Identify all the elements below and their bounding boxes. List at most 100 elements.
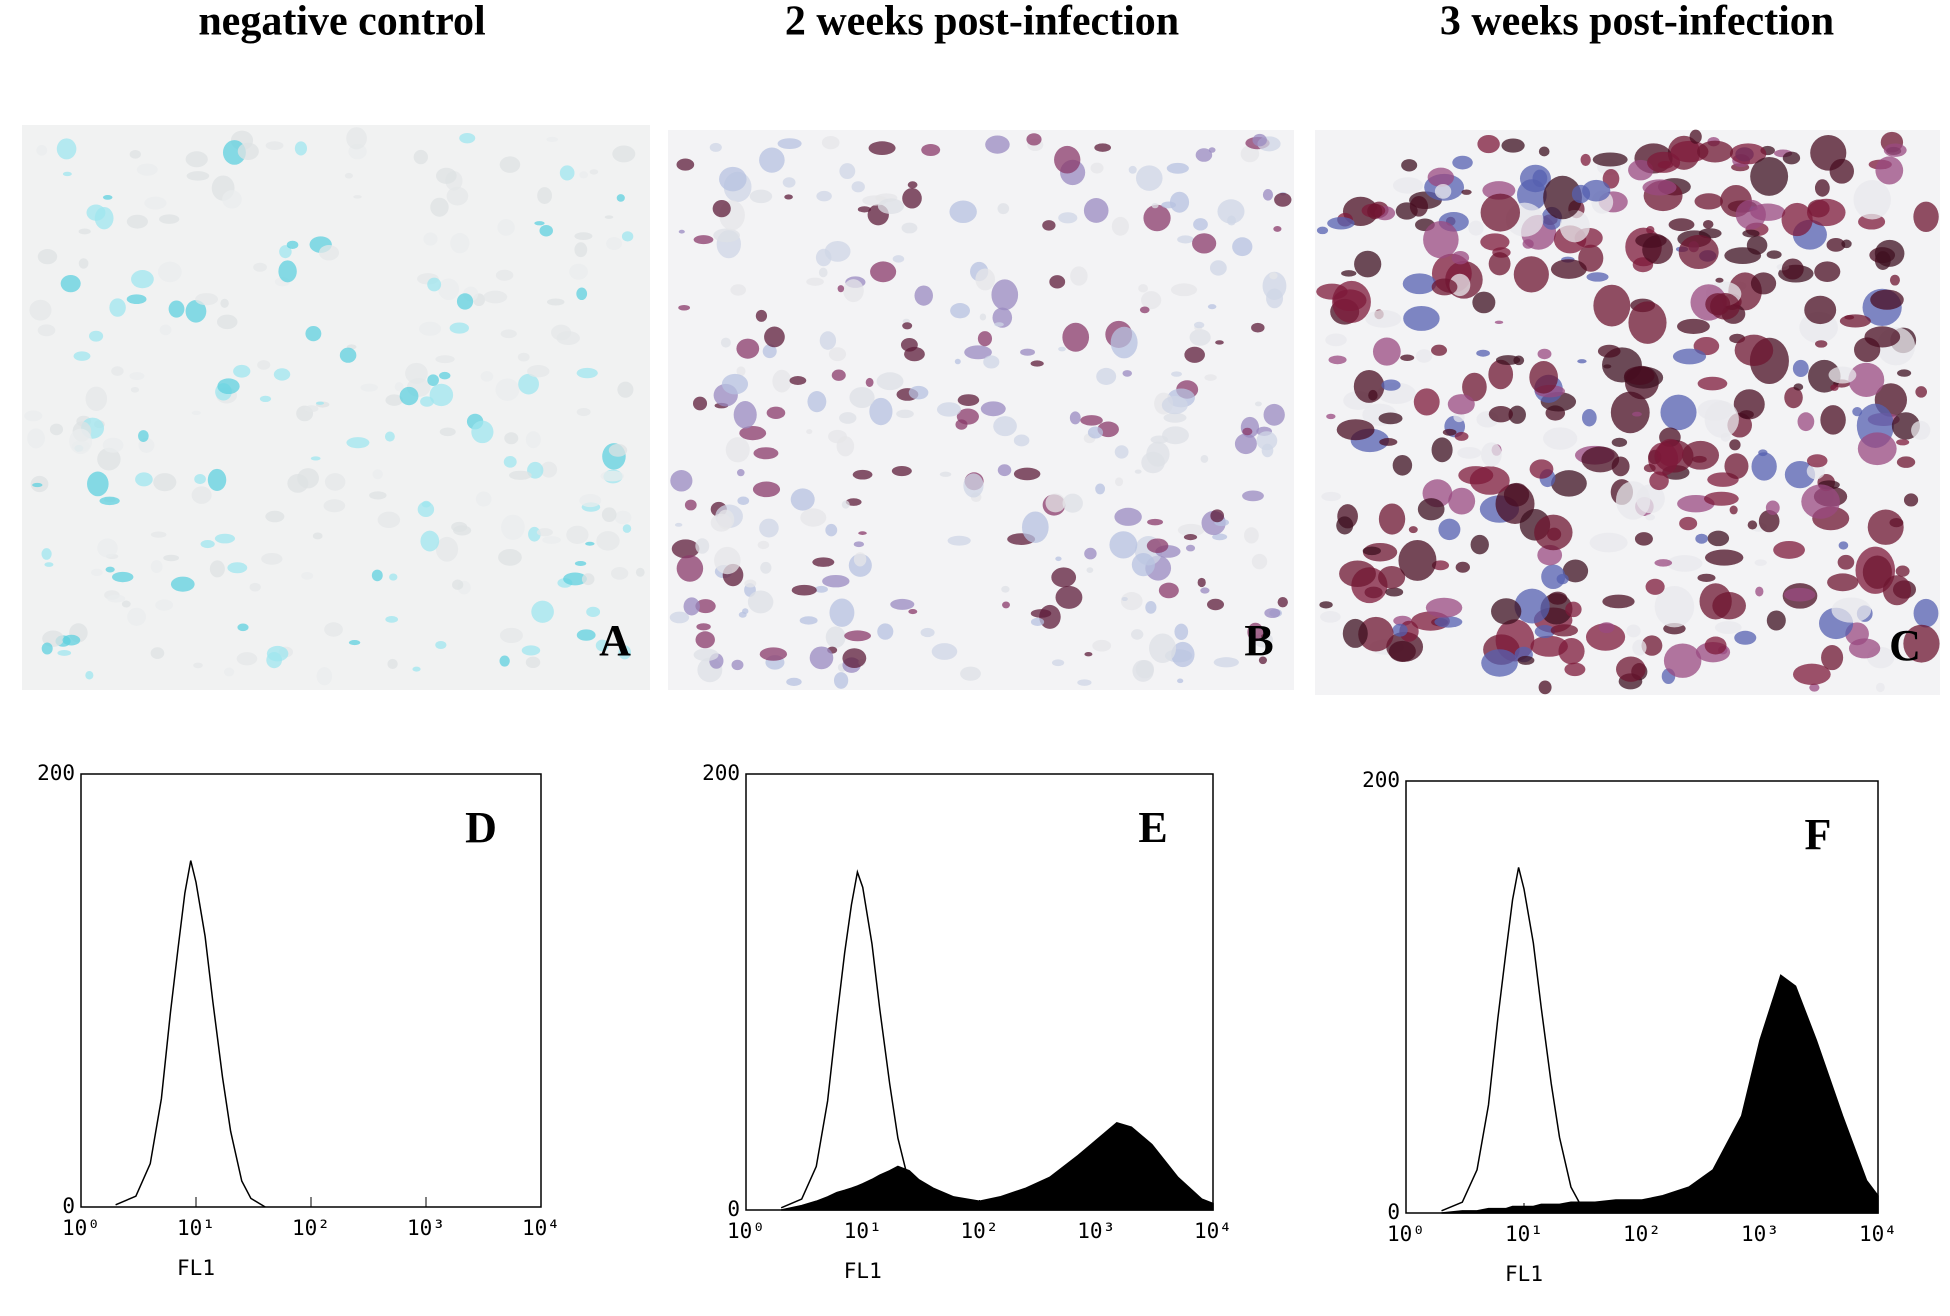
cell [1454,431,1469,441]
cell [1055,556,1062,562]
cell [207,468,227,491]
cell [892,255,905,263]
cell [56,138,77,160]
cell [1903,493,1919,507]
cell [800,508,827,527]
cell [1171,641,1195,668]
cell [257,360,271,370]
cell [1903,624,1940,663]
cell [87,471,109,497]
cell [1733,389,1765,420]
cell [853,552,867,567]
cell [1451,251,1470,265]
cell [939,471,952,477]
cell [372,469,383,480]
histogram-area [780,1121,1214,1211]
cell [902,187,922,209]
cell [1158,582,1179,599]
cell [109,298,126,317]
cell [546,136,559,142]
cell [1462,372,1487,402]
cell [585,541,595,546]
panel-label: F [1805,810,1832,859]
cell [814,585,828,593]
cell [429,383,454,407]
cell [1470,534,1489,555]
cell [1062,493,1083,513]
cell [1848,638,1881,659]
cell [102,195,113,200]
cell [678,229,685,234]
cell [806,429,813,435]
cell [185,151,208,168]
cell [1585,623,1626,651]
cell [914,285,933,306]
cell [1782,151,1801,165]
cell [1452,155,1473,170]
cell [1508,405,1526,424]
cell [316,667,333,686]
cell [1434,183,1452,199]
cell [1114,445,1129,459]
cell [825,626,846,648]
cell [1564,662,1586,677]
cell [858,531,867,535]
cell [997,464,1012,477]
cell [265,141,284,151]
cell [534,221,545,226]
cell [436,167,457,184]
x-tick-label: 10³ [1741,1222,1779,1246]
cell [1758,449,1768,457]
cell [764,326,785,348]
cell [1750,156,1789,196]
cell [671,539,700,559]
cell [1403,305,1440,331]
cell [1642,179,1677,196]
cell [1734,334,1774,366]
cell [387,658,398,670]
cell [566,525,589,544]
cell [1814,179,1830,197]
cell [1529,360,1558,394]
cell [1517,655,1535,665]
y-tick-label: 200 [702,761,740,785]
cell [286,240,299,249]
cell [427,374,439,386]
cell [24,410,43,422]
cell [1150,435,1169,444]
cell [1134,469,1142,474]
cell [1543,427,1578,450]
cell [220,298,229,308]
cell [1417,498,1445,521]
cell [1615,481,1651,520]
cell [907,181,918,189]
cell [890,598,915,610]
cell [752,481,781,498]
x-tick-label: 10¹ [1505,1222,1543,1246]
cell [497,219,515,236]
cell [825,523,838,537]
cell [155,599,174,611]
cell [435,640,447,650]
cell [1095,483,1106,495]
cell [1558,637,1585,665]
cell [1200,455,1209,463]
cell [674,522,683,527]
cell [1378,503,1406,535]
cell [1339,560,1376,587]
cell [1814,261,1841,282]
cell [1169,191,1190,213]
cell [1109,531,1138,559]
cell [1244,527,1259,544]
cell [853,541,865,548]
cell [129,150,141,159]
cell [569,263,588,280]
cell [193,662,203,669]
x-tick-label: 10² [292,1216,330,1240]
cell [1362,546,1381,556]
cell [1611,437,1628,448]
cell [1491,598,1522,625]
cell [85,386,108,411]
cell [1110,326,1138,359]
cell [1883,143,1907,157]
